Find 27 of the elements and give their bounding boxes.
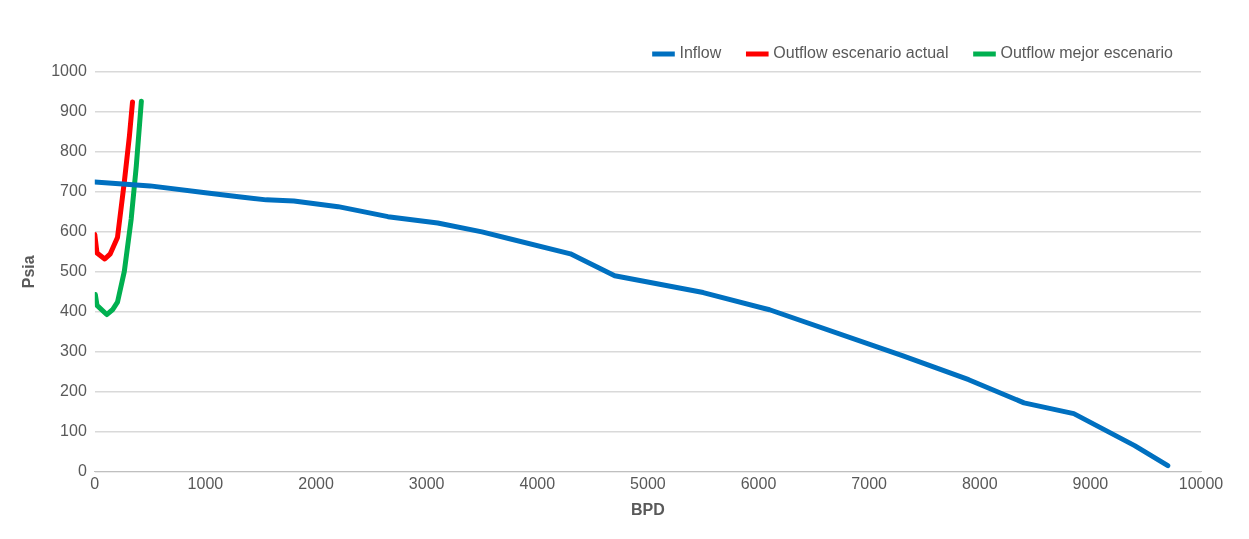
y-tick-label: 0 [77,462,87,480]
y-tick-label: 1000 [51,62,87,80]
x-tick-label: 0 [90,474,100,492]
y-tick-label: 900 [60,102,87,120]
x-tick-label: 7000 [851,474,888,492]
x-tick-label: 5000 [630,474,666,492]
y-axis-title: Psia [20,255,38,289]
y-tick-label: 200 [60,382,87,400]
y-tick-label: 400 [60,302,87,320]
x-tick-label: 8000 [961,474,998,492]
legend-label: Outflow mejor escenario [1000,44,1174,62]
y-tick-label: 800 [60,142,87,160]
y-tick-label: 300 [60,342,87,360]
x-tick-label: 3000 [408,474,445,492]
legend-label: Inflow [679,44,722,62]
x-tick-label: 2000 [298,474,334,492]
x-axis-title: BPD [631,500,665,518]
x-tick-label: 6000 [740,474,777,492]
x-tick-label: 10000 [1178,474,1224,492]
x-tick-label: 1000 [187,474,224,492]
x-tick-label: 9000 [1072,474,1109,492]
y-tick-label: 500 [60,262,87,280]
legend-label: Outflow escenario actual [773,44,949,62]
y-tick-label: 600 [60,222,87,240]
y-tick-label: 700 [60,182,87,200]
x-tick-label: 4000 [519,474,556,492]
y-tick-label: 100 [60,422,87,440]
